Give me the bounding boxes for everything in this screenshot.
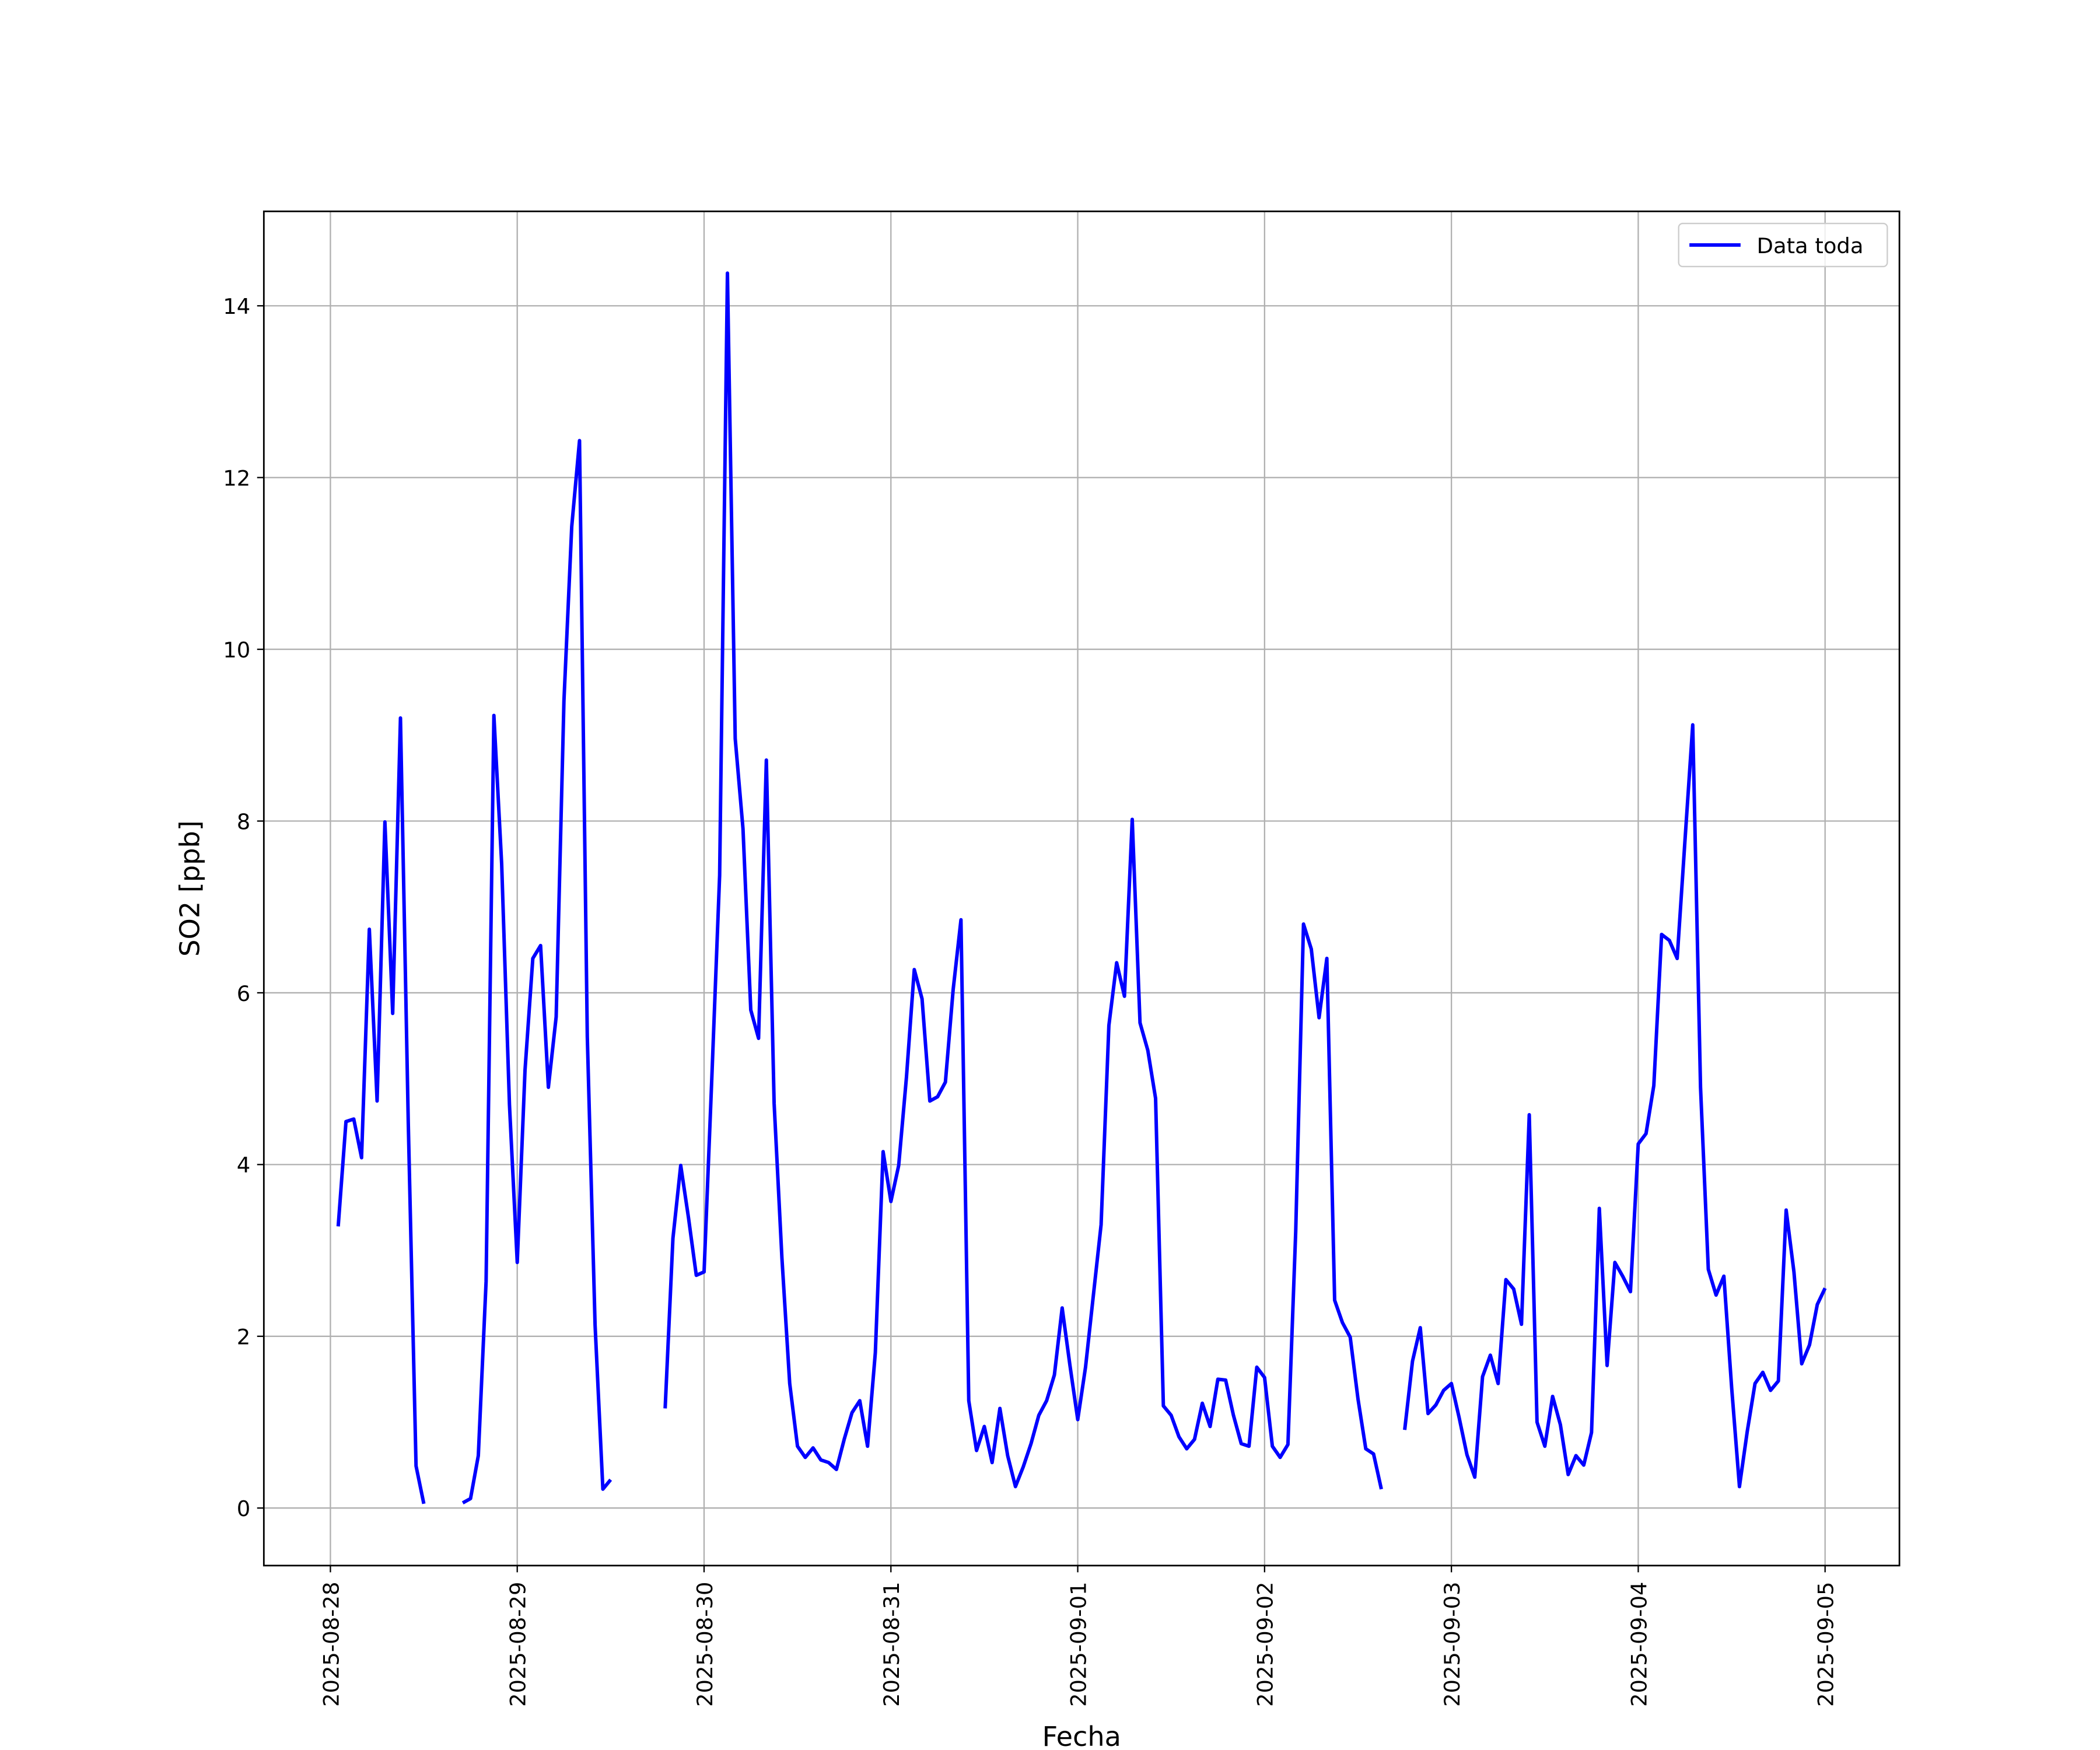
grid (264, 211, 1900, 1566)
y-tick-label: 2 (237, 1325, 250, 1350)
legend: Data toda (1678, 222, 1888, 268)
x-axis-label: Fecha (1042, 1721, 1121, 1750)
y-tick-label: 0 (237, 1496, 250, 1521)
legend-label: Data toda (1757, 233, 1864, 258)
plot-area (336, 271, 1827, 1505)
x-tick-label: 2025-09-04 (1626, 1582, 1651, 1707)
data-line (336, 271, 1827, 1505)
x-tick-label: 2025-08-29 (506, 1582, 531, 1707)
x-tick-label: 2025-09-03 (1440, 1582, 1465, 1707)
x-tick-label: 2025-09-01 (1066, 1582, 1091, 1707)
y-tick-label: 14 (223, 294, 250, 319)
y-tick-label: 8 (237, 809, 250, 834)
x-tick-label: 2025-08-30 (692, 1582, 718, 1707)
y-tick-label: 12 (223, 466, 250, 491)
axes-frame (262, 210, 1901, 1567)
y-tick-label: 10 (223, 638, 250, 663)
legend-box (1678, 222, 1888, 268)
y-tick-label: 6 (237, 981, 250, 1006)
y-axis-label: SO2 [ppb] (174, 820, 206, 957)
x-tick-label: 2025-09-02 (1253, 1582, 1278, 1707)
x-tick-label: 2025-08-31 (879, 1582, 904, 1707)
x-tick-label: 2025-09-05 (1814, 1582, 1839, 1707)
x-tick-label: 2025-08-28 (318, 1582, 344, 1707)
y-tick-label: 4 (237, 1153, 250, 1178)
